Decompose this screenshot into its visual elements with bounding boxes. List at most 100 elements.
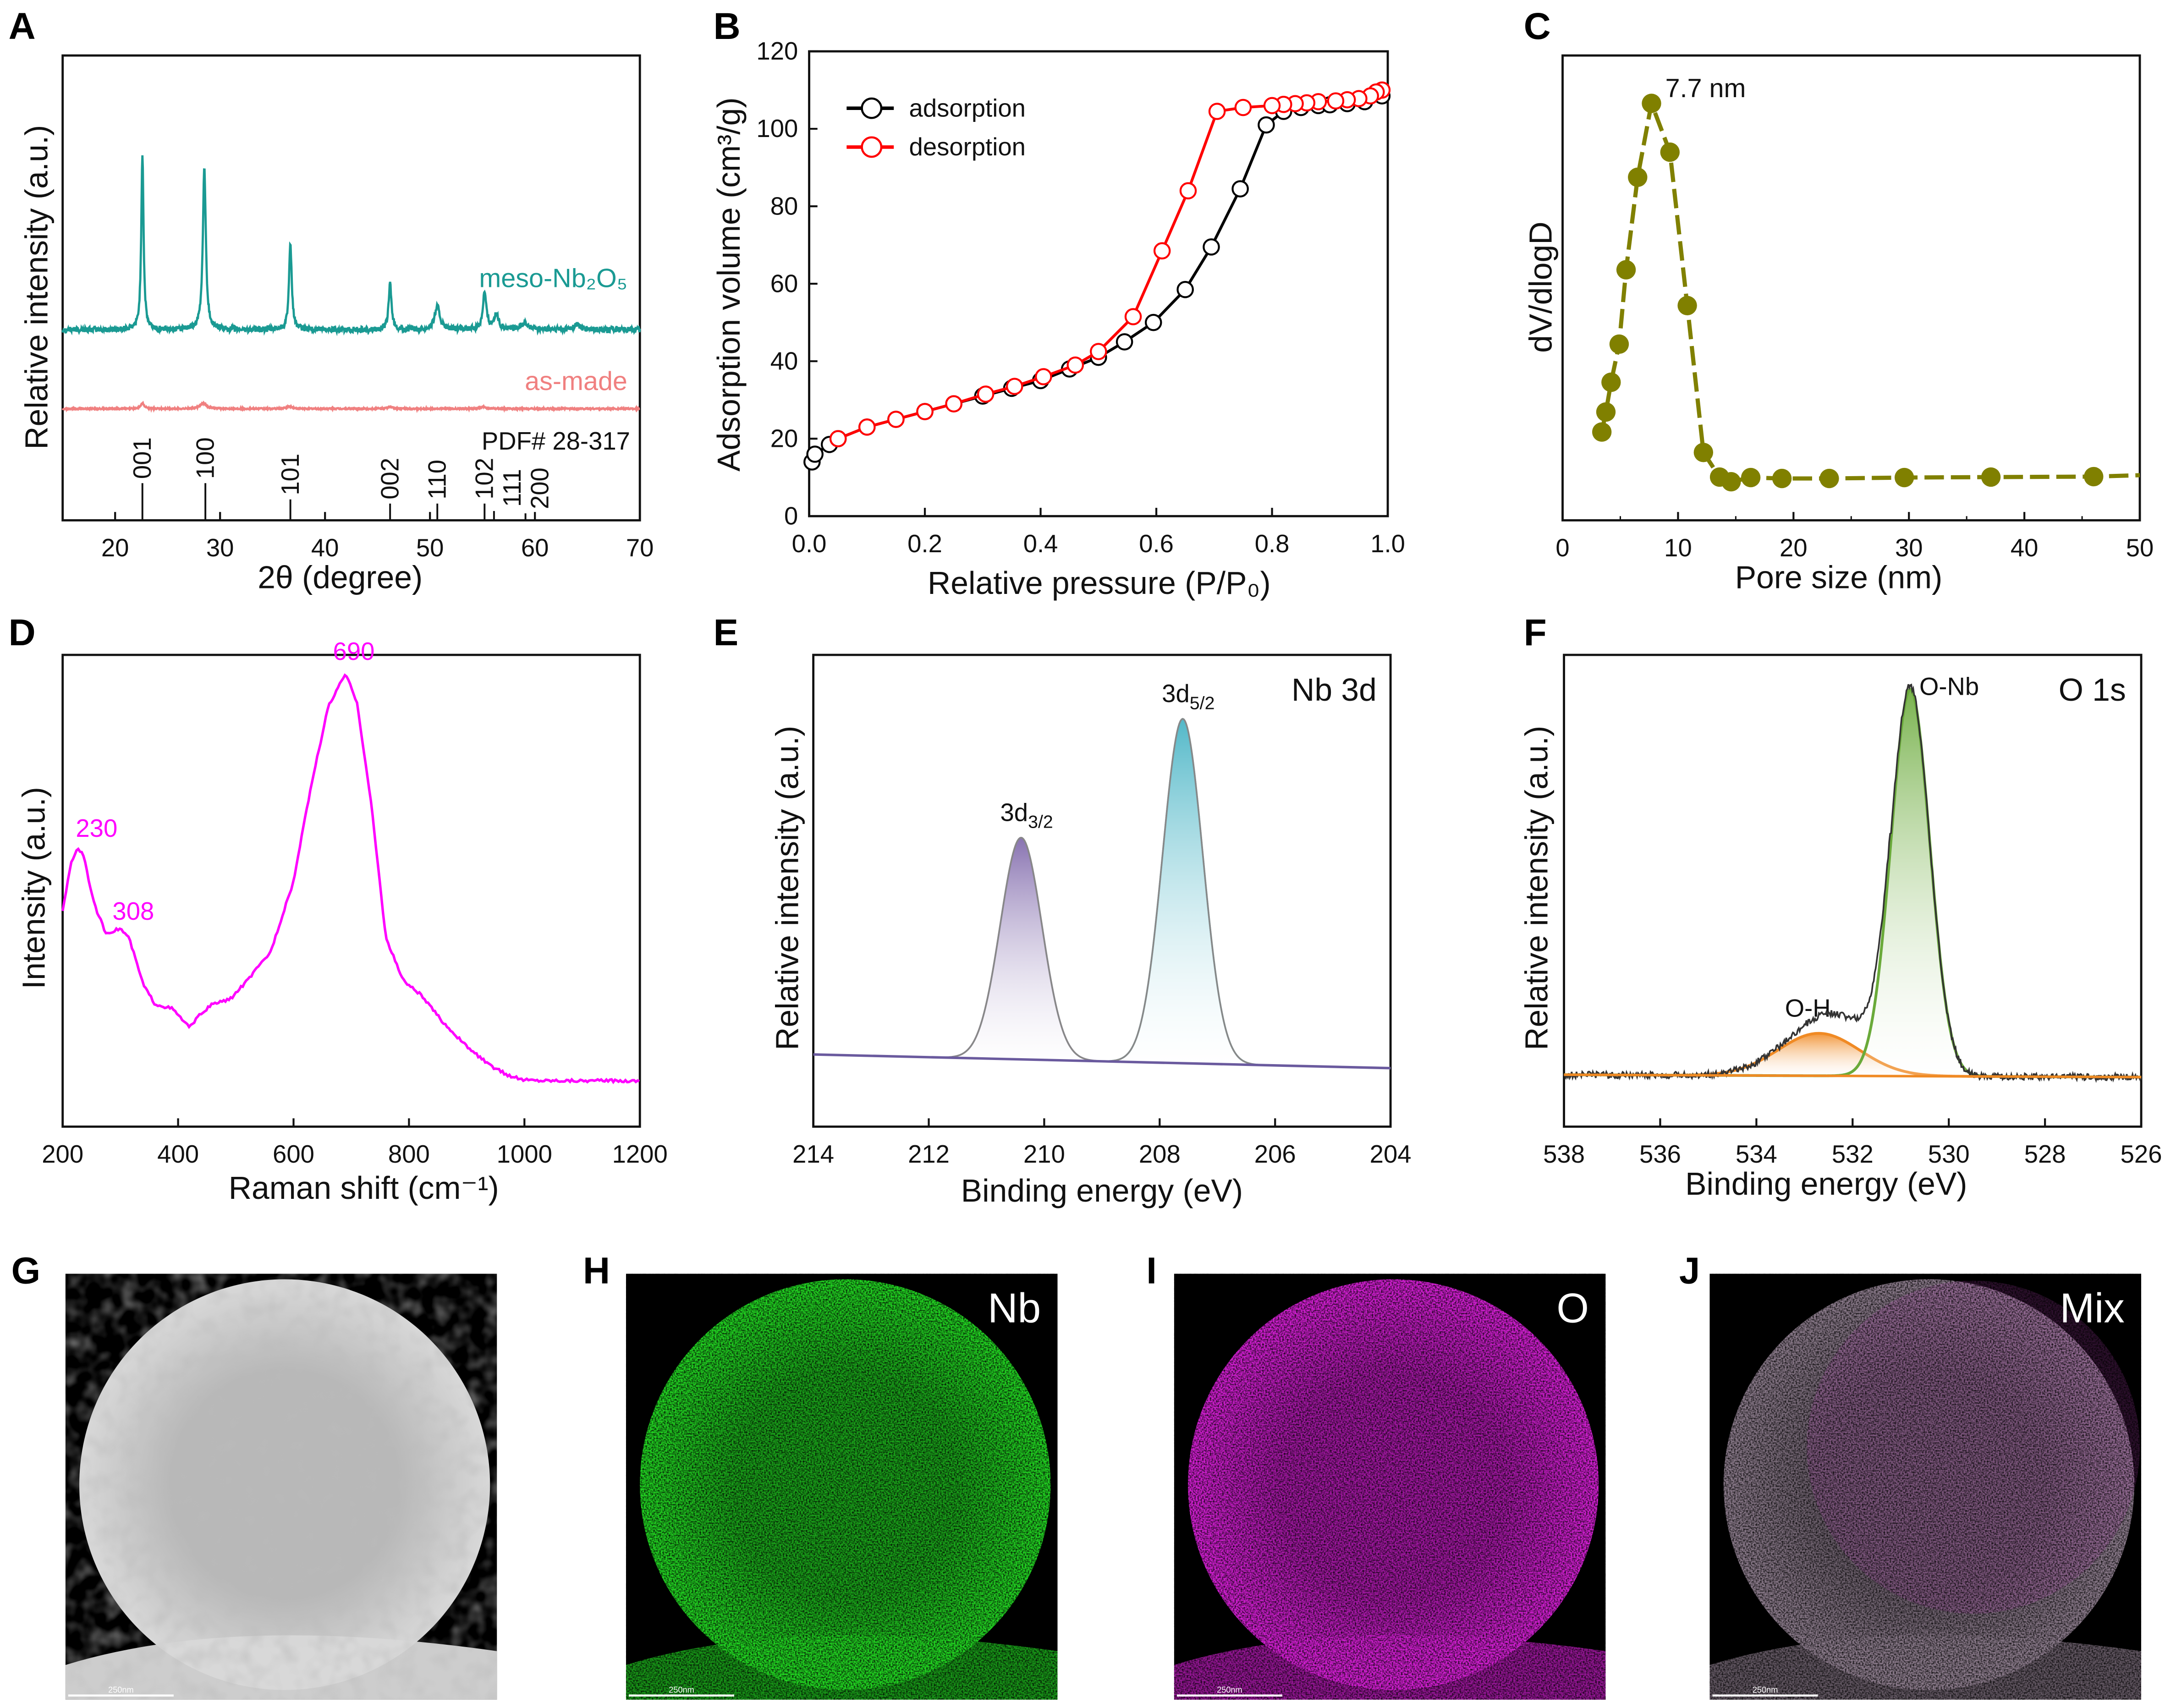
desorption-point	[1263, 97, 1281, 115]
distribution-point	[1819, 468, 1839, 489]
component-line	[1564, 687, 2142, 1079]
map-panel-g: 250nm	[65, 1274, 497, 1700]
x-tick-label: 60	[521, 534, 549, 562]
x-tick-label: 1.0	[1370, 530, 1405, 558]
x-tick-label: 400	[157, 1140, 199, 1168]
adsorption-point	[1258, 116, 1275, 134]
panel-label-a: A	[9, 5, 36, 47]
x-tick-label: 40	[2011, 534, 2039, 562]
eds-maps: 250nm 250nm Nb 250nm O 250nm Mix	[65, 1274, 2142, 1700]
spectrum-title: O 1s	[2059, 672, 2126, 708]
map-image	[1709, 1274, 2142, 1700]
x-tick-label: 30	[1895, 534, 1923, 562]
y-axis-label: Intensity (a.u.)	[16, 787, 51, 989]
noise-texture	[1709, 1274, 2142, 1700]
map-image	[1174, 1274, 1606, 1700]
legend: adsorption desorption	[846, 94, 1026, 161]
x-axis-label: 2θ (degree)	[258, 560, 423, 595]
x-tick-label: 1200	[612, 1140, 668, 1168]
x-tick-label: 532	[1832, 1140, 1874, 1168]
distribution-point	[1616, 260, 1636, 280]
xps-o1s-chart: Binding energy (eV) Relative intensity (…	[1518, 654, 2162, 1202]
plot-frame	[812, 654, 1392, 1128]
map-panel-j: 250nm Mix	[1709, 1274, 2142, 1700]
adsorption-point	[1203, 238, 1220, 256]
x-tick-label: 50	[2126, 534, 2154, 562]
component-label: O-H	[1785, 994, 1831, 1022]
y-tick-label: 60	[770, 269, 798, 297]
scale-bar-label: 250nm	[669, 1686, 694, 1695]
x-axis-label: Binding energy (eV)	[961, 1173, 1243, 1208]
x-tick-label: 0.4	[1023, 530, 1058, 558]
panel-label-e: E	[714, 612, 739, 654]
y-axis-label: Relative intensity (a.u.)	[769, 726, 805, 1050]
y-tick-label: 120	[756, 37, 798, 65]
distribution-point	[1894, 467, 1914, 488]
component-fill	[813, 837, 1391, 1068]
distribution-point	[1601, 372, 1621, 392]
x-tick-label: 208	[1139, 1140, 1181, 1168]
x-tick-label: 200	[42, 1140, 83, 1168]
legend-desorption-label: desorption	[909, 133, 1026, 161]
x-axis-label: Binding energy (eV)	[1685, 1166, 1967, 1202]
raman-curve	[61, 673, 640, 1084]
envelope-curve	[814, 718, 1391, 1069]
adsorption-point	[1115, 333, 1133, 351]
x-tick-label: 204	[1370, 1140, 1412, 1168]
x-tick-label: 214	[792, 1140, 834, 1168]
y-axis-label: dV/dlogD	[1522, 222, 1558, 353]
xrd-chart: 2θ (degree) Relative intensity (a.u.) me…	[18, 54, 654, 595]
desorption-point	[1090, 343, 1107, 360]
desorption-point	[945, 395, 962, 412]
y-tick-label: 0	[784, 502, 798, 530]
distribution-point	[1772, 468, 1792, 489]
distribution-point	[1596, 402, 1616, 422]
y-tick-label: 40	[770, 347, 798, 375]
x-axis-label: Relative pressure (P/P₀)	[928, 565, 1271, 601]
reference-stick-label: 001	[128, 437, 156, 479]
x-tick-label: 0.6	[1139, 530, 1174, 558]
distribution-point	[1642, 93, 1661, 113]
map-panel-i: 250nm O	[1174, 1274, 1606, 1700]
reference-stick-label: 101	[276, 454, 304, 495]
series-label-as-made: as-made	[525, 367, 627, 396]
x-tick-label: 536	[1639, 1140, 1681, 1168]
panel-label-h: H	[583, 1250, 610, 1292]
reference-stick-label: 111	[498, 469, 526, 507]
reference-stick-label: 102	[470, 458, 498, 500]
noise-texture	[1174, 1274, 1606, 1700]
x-tick-label: 210	[1023, 1140, 1065, 1168]
distribution-point	[1628, 167, 1648, 187]
raman-chart: Raman shift (cm⁻¹) Intensity (a.u.) 200 4…	[16, 637, 667, 1206]
component-fill	[813, 719, 1391, 1068]
element-label: Nb	[988, 1285, 1041, 1331]
distribution-point	[1693, 443, 1714, 462]
spectrum-title: Nb 3d	[1291, 672, 1377, 708]
x-tick-label: 40	[311, 534, 339, 562]
scale-bar-label: 250nm	[1217, 1686, 1242, 1695]
desorption-point	[1153, 242, 1171, 260]
panel-label-d: D	[9, 612, 36, 654]
plot-frame	[61, 54, 641, 522]
x-tick-label: 0.2	[907, 530, 942, 558]
plot-frame	[61, 654, 641, 1128]
desorption-point	[916, 403, 934, 420]
legend-desorption-marker	[861, 136, 883, 158]
peak-label: 308	[112, 897, 154, 925]
reference-stick-label: 002	[376, 458, 404, 500]
y-axis-label: Adsorption volume (cm³/g)	[711, 97, 747, 471]
panel-label-b: B	[714, 5, 741, 47]
panel-label-f: F	[1524, 612, 1547, 654]
desorption-point	[1124, 308, 1142, 325]
adsorption-line	[811, 94, 1383, 463]
distribution-point	[1981, 467, 2001, 487]
x-tick-label: 534	[1736, 1140, 1777, 1168]
x-tick-label: 800	[388, 1140, 430, 1168]
pore-size-chart: Pore size (nm) dV/dlogD 7.7 nm 0 10 20 30 40…	[1522, 54, 2154, 595]
desorption-point	[1035, 368, 1052, 385]
legend-adsorption-label: adsorption	[909, 94, 1026, 122]
x-tick-label: 530	[1928, 1140, 1970, 1168]
component-label: 3d3/2	[1000, 799, 1053, 832]
distribution-point	[1660, 142, 1680, 162]
